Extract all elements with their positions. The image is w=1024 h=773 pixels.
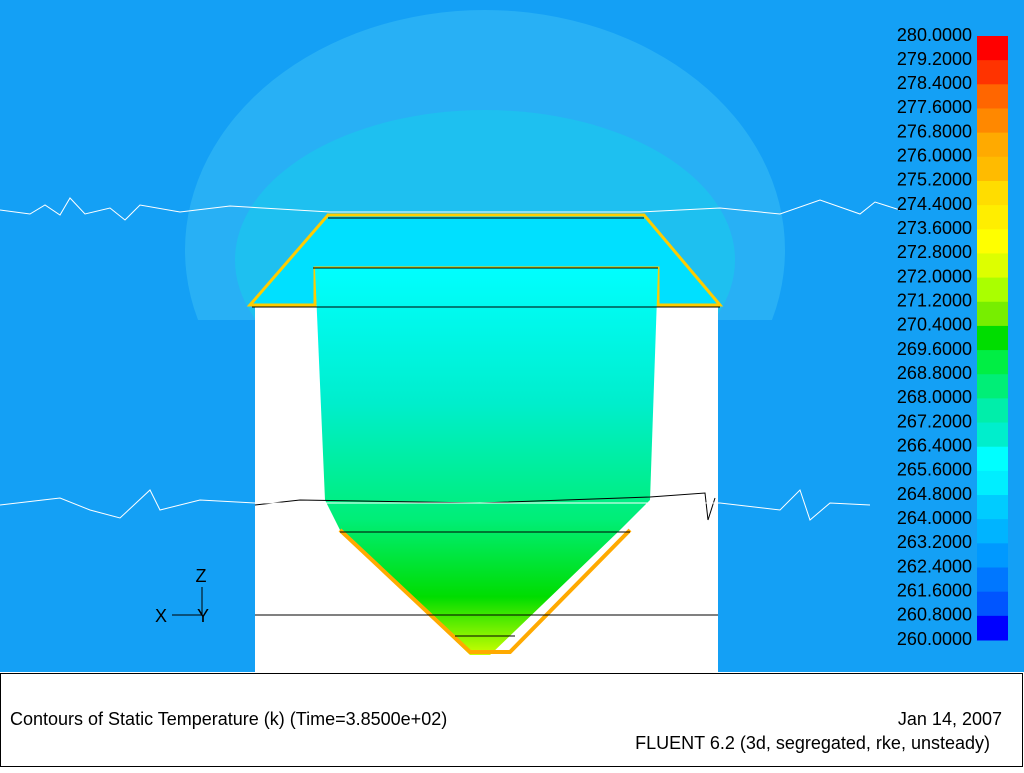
vessel-top: [246, 213, 724, 307]
axis-label: X: [155, 606, 167, 626]
colorbar-swatch: [977, 36, 1008, 61]
colorbar-label: 266.4000: [897, 435, 972, 455]
colorbar-swatch: [977, 543, 1008, 569]
colorbar-swatch: [977, 567, 1008, 593]
colorbar-swatch: [977, 519, 1008, 544]
colorbar-swatch: [977, 446, 1008, 472]
colorbar-label: 264.8000: [897, 484, 972, 504]
colorbar-swatch: [977, 180, 1008, 206]
colorbar-label: 271.2000: [897, 291, 972, 311]
colorbar-swatch: [977, 374, 1008, 399]
colorbar-label: 264.0000: [897, 508, 972, 528]
vessel-body: [315, 268, 658, 655]
colorbar-swatch: [977, 301, 1008, 327]
colorbar-label: 265.6000: [897, 460, 972, 480]
colorbar-swatch: [977, 398, 1008, 424]
colorbar-swatch: [977, 60, 1008, 85]
axis-triad: [172, 587, 203, 616]
colorbar-label: 260.0000: [897, 629, 972, 649]
colorbar-label: 272.8000: [897, 242, 972, 262]
colorbar-label: 274.4000: [897, 194, 972, 214]
colorbar-swatch: [977, 495, 1008, 520]
caption-title: Contours of Static Temperature (k) (Time…: [10, 709, 447, 729]
colorbar-label: 272.0000: [897, 266, 972, 286]
colorbar-label: 261.6000: [897, 580, 972, 600]
colorbar-swatch: [977, 253, 1008, 279]
colorbar-label: 278.4000: [897, 73, 972, 93]
colorbar-swatch: [977, 325, 1008, 351]
colorbar-swatch: [977, 156, 1008, 182]
colorbar-swatch: [977, 229, 1008, 254]
colorbar-label: 277.6000: [897, 97, 972, 117]
axis-label: Y: [197, 606, 209, 626]
caption-date: Jan 14, 2007: [898, 709, 1002, 729]
colorbar-swatch: [977, 205, 1008, 230]
colorbar-label: 269.6000: [897, 339, 972, 359]
colorbar-swatch: [977, 470, 1008, 496]
colorbar-swatch: [977, 350, 1008, 375]
vessel-edge: [338, 528, 632, 654]
colorbar-label: 263.2000: [897, 532, 972, 552]
colorbar-swatch: [977, 132, 1008, 158]
colorbar-swatch: [977, 422, 1008, 448]
colorbar-label: 276.8000: [897, 121, 972, 141]
caption-panel: [0, 673, 1023, 767]
mesh-lines: [252, 217, 720, 637]
colorbar-label: 276.0000: [897, 146, 972, 166]
colorbar-swatch: [977, 84, 1008, 109]
colorbar-label: 275.2000: [897, 170, 972, 190]
colorbar-swatch: [977, 615, 1008, 641]
colorbar-swatch: [977, 277, 1008, 303]
caption-software: FLUENT 6.2 (3d, segregated, rke, unstead…: [635, 733, 990, 753]
free-surface: [0, 197, 901, 521]
colorbar-label: 268.0000: [897, 387, 972, 407]
colorbar-label: 268.8000: [897, 363, 972, 383]
colorbar-label: 280.0000: [897, 25, 972, 45]
colorbar-label: 273.6000: [897, 218, 972, 238]
colorbar-label: 270.4000: [897, 315, 972, 335]
axis-label: Z: [196, 566, 207, 586]
colorbar-label: 279.2000: [897, 49, 972, 69]
colorbar-swatch: [977, 591, 1008, 617]
colorbar-label: 260.8000: [897, 605, 972, 625]
colorbar-label: 262.4000: [897, 556, 972, 576]
colorbar-label: 267.2000: [897, 411, 972, 431]
colorbar-swatch: [977, 108, 1008, 134]
